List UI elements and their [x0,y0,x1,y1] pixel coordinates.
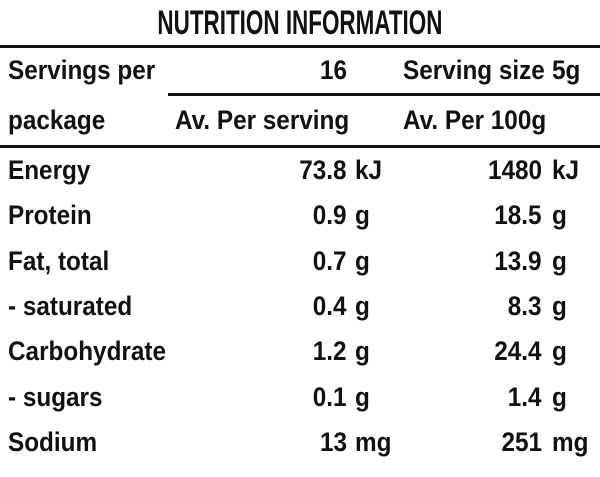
nutrient-rows: Energy 73.8 kJ 1480 kJ Protein 0.9 g 18.… [0,148,600,465]
serving-unit: g [355,381,370,412]
serving-value: 0.4 [313,291,347,322]
package-label: package [8,104,106,135]
table-row: Protein 0.9 g 18.5 g [0,193,600,238]
table-row: Fat, total 0.7 g 13.9 g [0,239,600,284]
serving-value: 13 [319,427,347,458]
table-row: Sodium 13 mg 251 mg [0,420,600,465]
serving-unit: g [355,336,370,367]
header-row-servings: Servings per 16 Serving size 5g [0,48,600,93]
row-label: Fat, total [8,245,110,276]
row-label: Protein [8,200,92,231]
serving-size-value: 5g [552,54,581,85]
per100g-unit: g [552,245,567,276]
per100g-value: 1.4 [508,381,542,412]
per100g-value: 13.9 [494,245,542,276]
per100g-unit: g [552,291,567,322]
per100g-unit: mg [552,427,589,458]
serving-unit: mg [355,427,392,458]
per100g-unit: g [552,336,567,367]
table-row: - sugars 0.1 g 1.4 g [0,375,600,420]
serving-unit: kJ [355,155,383,186]
col-header-per-serving: Av. Per serving [175,104,350,135]
serving-unit: g [355,200,370,231]
per100g-value: 251 [501,427,542,458]
row-label: Energy [8,155,91,186]
table-row: - saturated 0.4 g 8.3 g [0,284,600,329]
per100g-value: 18.5 [494,200,542,231]
per100g-unit: g [552,381,567,412]
serving-unit: g [355,291,370,322]
per100g-unit: g [552,200,567,231]
table-row: Carbohydrate 1.2 g 24.4 g [0,329,600,374]
row-label: - sugars [8,381,103,412]
serving-value: 0.1 [313,381,347,412]
serving-unit: g [355,245,370,276]
divider-partial [168,93,600,96]
header-row-columns: package Av. Per serving Av. Per 100g [0,96,600,148]
row-label: - saturated [8,291,133,322]
per100g-value: 24.4 [494,336,542,367]
servings-per-label: Servings per [8,54,156,85]
per100g-unit: kJ [552,155,580,186]
serving-size-label: Serving size [403,54,545,85]
per100g-value: 8.3 [508,291,542,322]
table-row: Energy 73.8 kJ 1480 kJ [0,148,600,193]
serving-value: 0.9 [313,200,347,231]
col-header-per-100g: Av. Per 100g [403,104,547,135]
serving-value: 0.7 [313,245,347,276]
serving-value: 73.8 [299,155,347,186]
title-row: NUTRITION INFORMATION [0,0,600,48]
servings-count: 16 [319,54,347,85]
serving-value: 1.2 [313,336,347,367]
row-label: Sodium [8,427,98,458]
per100g-value: 1480 [487,155,542,186]
row-label: Carbohydrate [8,336,166,367]
page-title: NUTRITION INFORMATION [157,3,443,42]
